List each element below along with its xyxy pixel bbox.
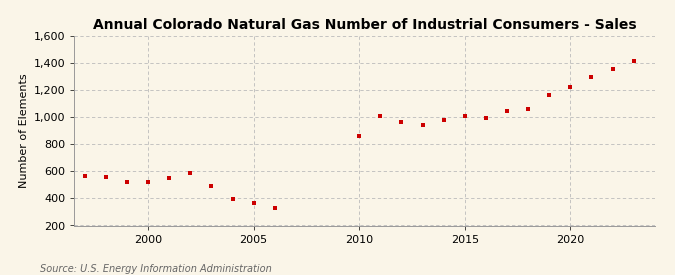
Y-axis label: Number of Elements: Number of Elements — [20, 73, 30, 188]
Text: Source: U.S. Energy Information Administration: Source: U.S. Energy Information Administ… — [40, 264, 272, 274]
Title: Annual Colorado Natural Gas Number of Industrial Consumers - Sales: Annual Colorado Natural Gas Number of In… — [92, 18, 637, 32]
